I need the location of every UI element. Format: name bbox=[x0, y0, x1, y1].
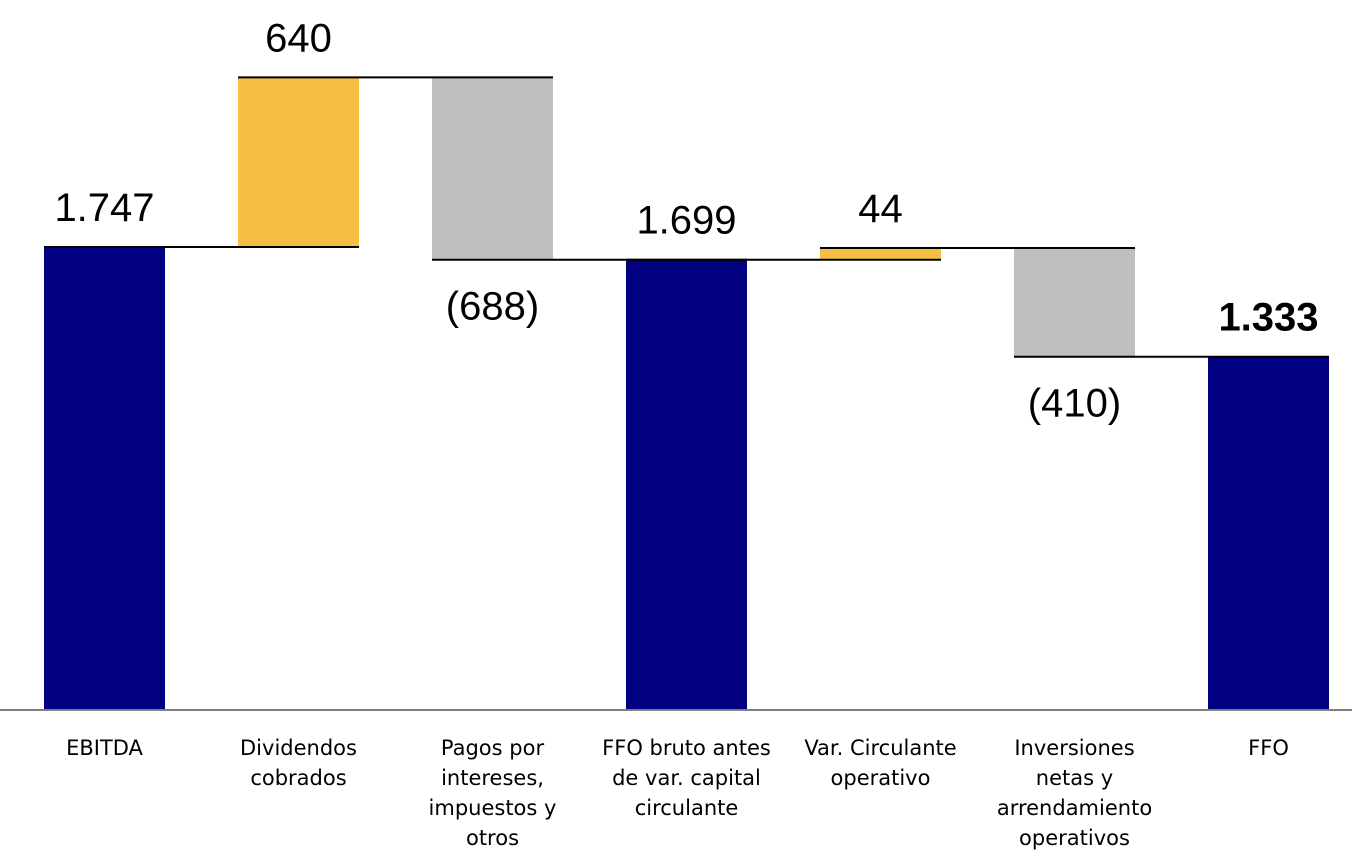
bar-3 bbox=[432, 77, 553, 260]
category-label-1: EBITDA bbox=[66, 736, 143, 760]
bar-7 bbox=[1208, 356, 1329, 710]
value-label-3: (688) bbox=[446, 285, 539, 329]
value-label-1: 1.747 bbox=[54, 186, 154, 230]
category-label-5: Var. Circulante operativo bbox=[804, 736, 956, 790]
category-label-2: Dividendos cobrados bbox=[240, 736, 357, 790]
category-label-6: Inversiones netas y arrendamiento operativo… bbox=[997, 736, 1152, 850]
bars-layer bbox=[44, 77, 1329, 710]
value-label-7: 1.333 bbox=[1218, 296, 1318, 340]
category-label-3: Pagos por intereses, impuestos y otros bbox=[429, 736, 557, 850]
value-label-2: 640 bbox=[265, 16, 332, 60]
bar-6 bbox=[1014, 248, 1135, 357]
value-labels-layer: 1.747 640 (688) 1.699 44 (410) 1.333 bbox=[54, 16, 1318, 425]
value-label-6: (410) bbox=[1028, 382, 1121, 426]
category-label-7: FFO bbox=[1248, 736, 1289, 760]
category-labels-layer: EBITDA Dividendos cobrados Pagos por interes… bbox=[66, 736, 1289, 850]
category-label-4: FFO bruto antes de var. capital circulante bbox=[602, 736, 771, 820]
bar-1 bbox=[44, 247, 165, 710]
connectors-layer bbox=[44, 76, 1329, 358]
bar-4 bbox=[626, 259, 747, 710]
bar-5 bbox=[820, 248, 941, 260]
bar-2 bbox=[238, 77, 359, 247]
value-label-5: 44 bbox=[858, 187, 903, 231]
value-label-4: 1.699 bbox=[636, 199, 736, 243]
